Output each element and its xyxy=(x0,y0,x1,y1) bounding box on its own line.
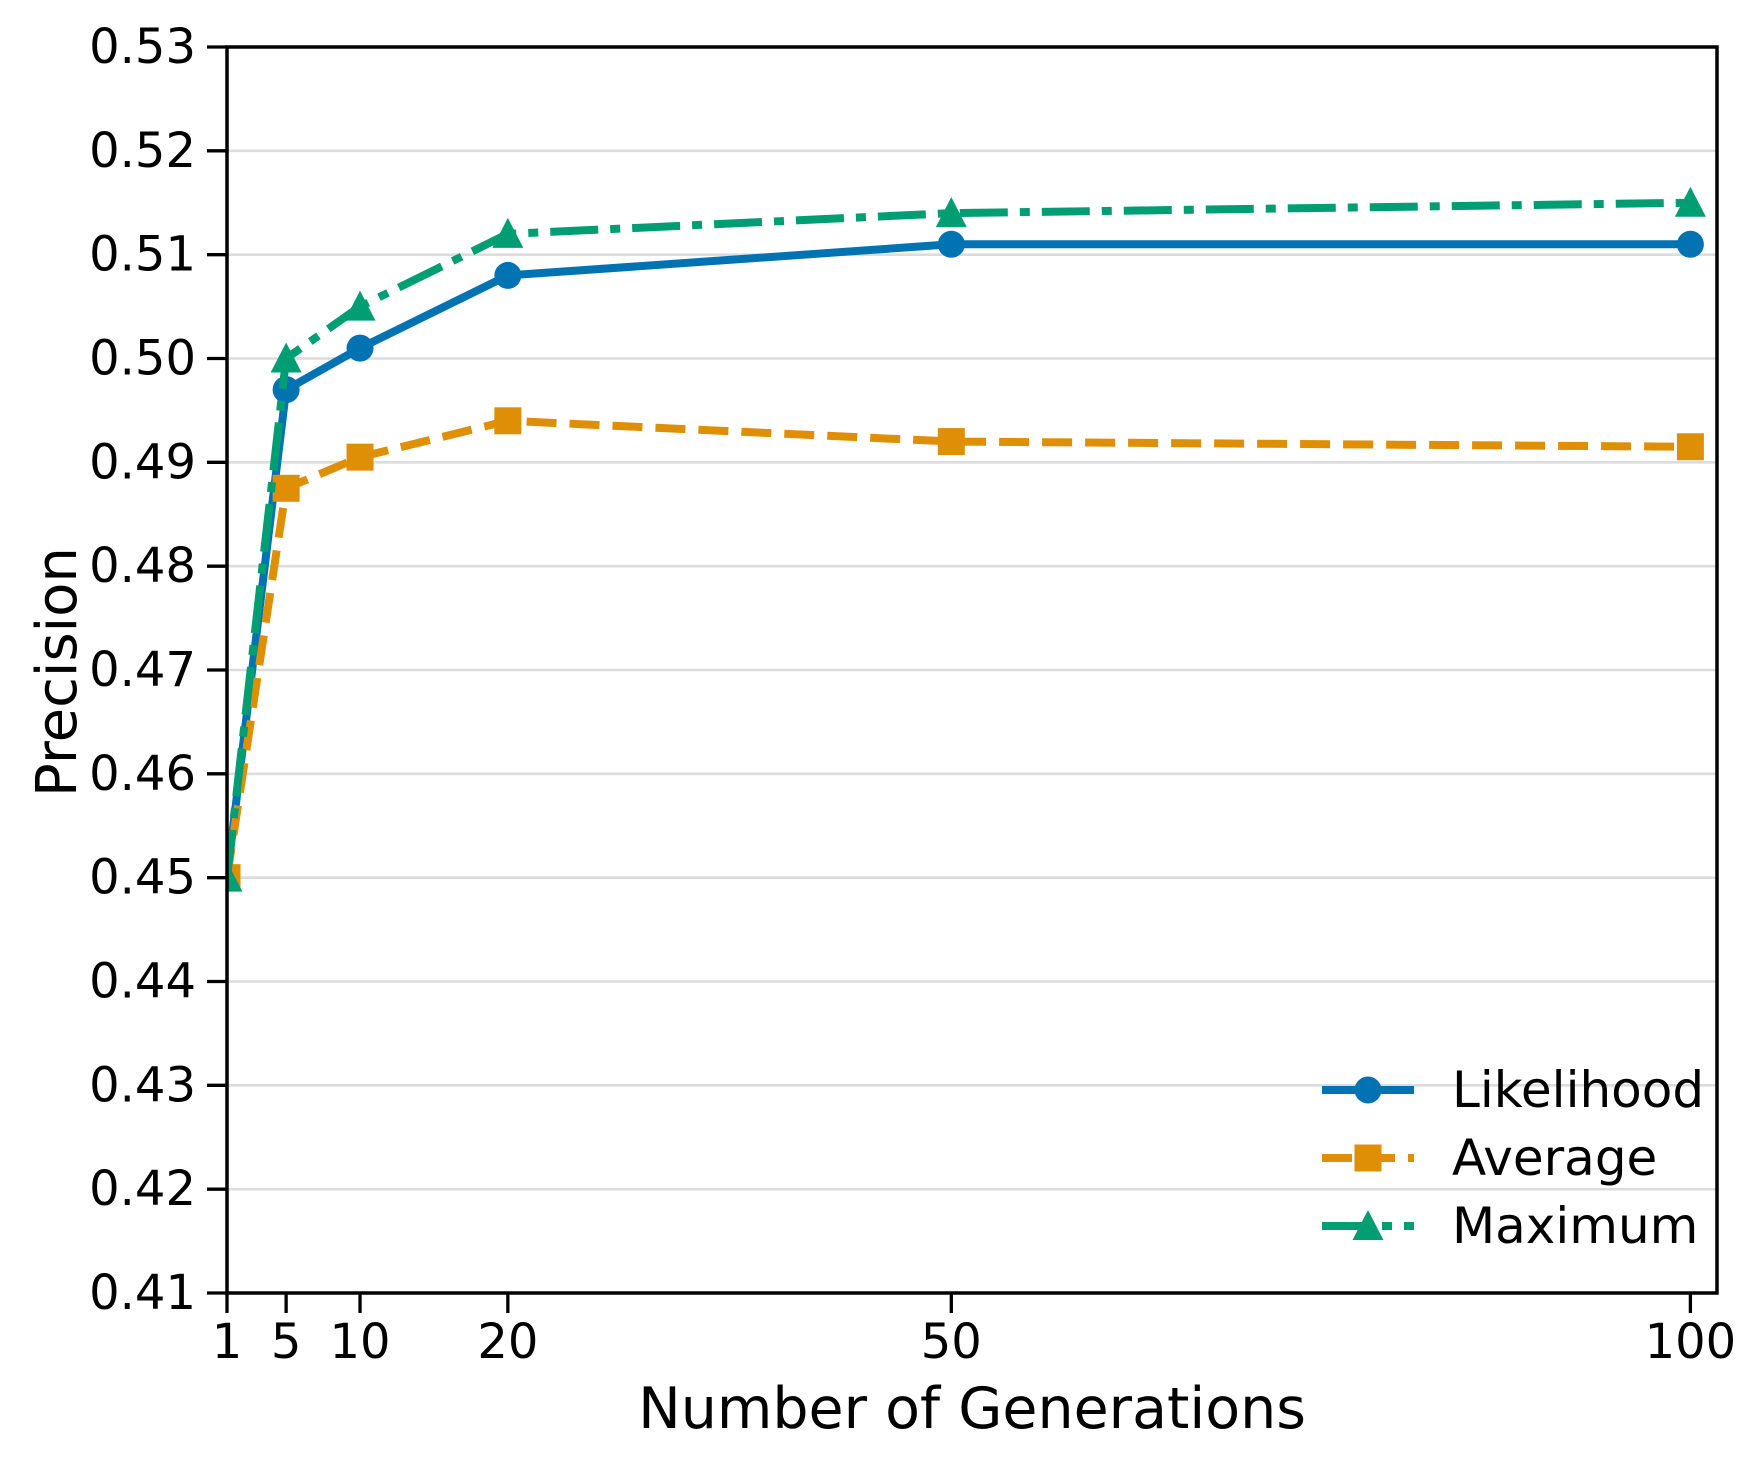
legend-label-average: Average xyxy=(1452,1129,1658,1187)
svg-text:100: 100 xyxy=(1645,1314,1737,1370)
svg-text:20: 20 xyxy=(477,1314,538,1370)
x-axis-label: Number of Generations xyxy=(638,1376,1306,1442)
svg-text:0.53: 0.53 xyxy=(89,19,196,75)
legend-item-average: Average xyxy=(1320,1124,1704,1192)
likelihood-line-sample-icon xyxy=(1322,1076,1414,1104)
legend-item-likelihood: Likelihood xyxy=(1320,1056,1704,1124)
svg-text:0.43: 0.43 xyxy=(89,1057,196,1113)
svg-text:10: 10 xyxy=(329,1314,390,1370)
legend-item-maximum: Maximum xyxy=(1320,1192,1704,1260)
svg-text:0.52: 0.52 xyxy=(89,123,196,179)
svg-text:0.50: 0.50 xyxy=(89,331,196,387)
legend: Likelihood Average Maximum xyxy=(1320,1056,1704,1260)
svg-text:0.44: 0.44 xyxy=(89,954,196,1010)
svg-text:5: 5 xyxy=(271,1314,302,1370)
svg-text:0.42: 0.42 xyxy=(89,1161,196,1217)
svg-text:0.48: 0.48 xyxy=(89,538,196,594)
svg-text:1: 1 xyxy=(212,1314,243,1370)
average-line-sample-icon xyxy=(1322,1144,1414,1172)
legend-label-maximum: Maximum xyxy=(1452,1197,1699,1255)
svg-text:0.46: 0.46 xyxy=(89,746,196,802)
y-axis-label: Precision xyxy=(25,547,90,797)
svg-text:0.45: 0.45 xyxy=(89,850,196,906)
svg-text:0.49: 0.49 xyxy=(89,434,196,490)
legend-label-likelihood: Likelihood xyxy=(1452,1061,1705,1119)
svg-text:0.41: 0.41 xyxy=(89,1265,196,1321)
svg-text:0.47: 0.47 xyxy=(89,642,196,698)
maximum-line-sample-icon xyxy=(1322,1210,1414,1240)
svg-text:0.51: 0.51 xyxy=(89,227,196,283)
svg-text:50: 50 xyxy=(921,1314,982,1370)
